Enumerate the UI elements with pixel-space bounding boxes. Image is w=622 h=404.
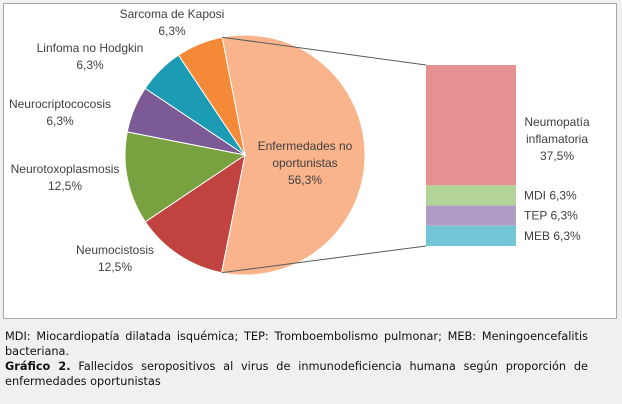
figure-label: Gráfico 2. (5, 360, 71, 373)
pie-value-label: 56,3% (288, 173, 322, 187)
bar-category-label: TEP 6,3% (524, 209, 578, 223)
pie-category-label: Neurotoxoplasmosis (11, 162, 120, 176)
connector-line-top (222, 36, 427, 66)
bar-segment-neumopatia-inflamatoria (426, 65, 516, 186)
bar-category-label: inflamatoria (526, 132, 588, 146)
figure-caption: MDI: Miocardiopatía dilatada isquémica; … (5, 329, 588, 389)
bar-value-label: 37,5% (540, 149, 574, 163)
pie-category-label: Enfermedades no (258, 139, 353, 153)
bar-category-label: MDI 6,3% (524, 188, 577, 202)
bar-of-pie-chart: Enfermedades no oportunistas 56,3% Neumocis… (9, 7, 590, 276)
pie-slice-neurotoxoplasmosis (124, 131, 247, 223)
pie-slice-sarcoma-de-kaposi (177, 36, 246, 156)
pie-value-label: 6,3% (76, 58, 104, 72)
bar-segment-tep (426, 205, 516, 226)
bar-category-label: Neumopatía (524, 115, 590, 129)
figure-title: Fallecidos seropositivos al virus de inm… (5, 360, 588, 388)
abbreviations-note: MDI: Miocardiopatía dilatada isquémica; … (5, 330, 588, 358)
pie-slice-enfermedades-no-oportunistas (220, 34, 366, 276)
pie-slice-neumocistosis (144, 153, 246, 274)
pie-value-label: 6,3% (46, 114, 74, 128)
bar-segment-mdi (426, 185, 516, 206)
pie-category-label: Linfoma no Hodgkin (37, 41, 144, 55)
bar-segment-meb (426, 225, 516, 246)
pie-category-label: oportunistas (272, 156, 337, 170)
pie-value-label: 6,3% (158, 24, 186, 38)
connector-line-bottom (221, 245, 427, 274)
pie-category-label: Neumocistosis (76, 243, 154, 257)
pie-category-label: Sarcoma de Kaposi (120, 7, 225, 21)
pie-value-label: 12,5% (98, 260, 132, 274)
pie-category-label: Neurocriptococosis (9, 97, 111, 111)
pie-value-label: 12,5% (48, 179, 82, 193)
bar-category-label: MEB 6,3% (524, 229, 581, 243)
